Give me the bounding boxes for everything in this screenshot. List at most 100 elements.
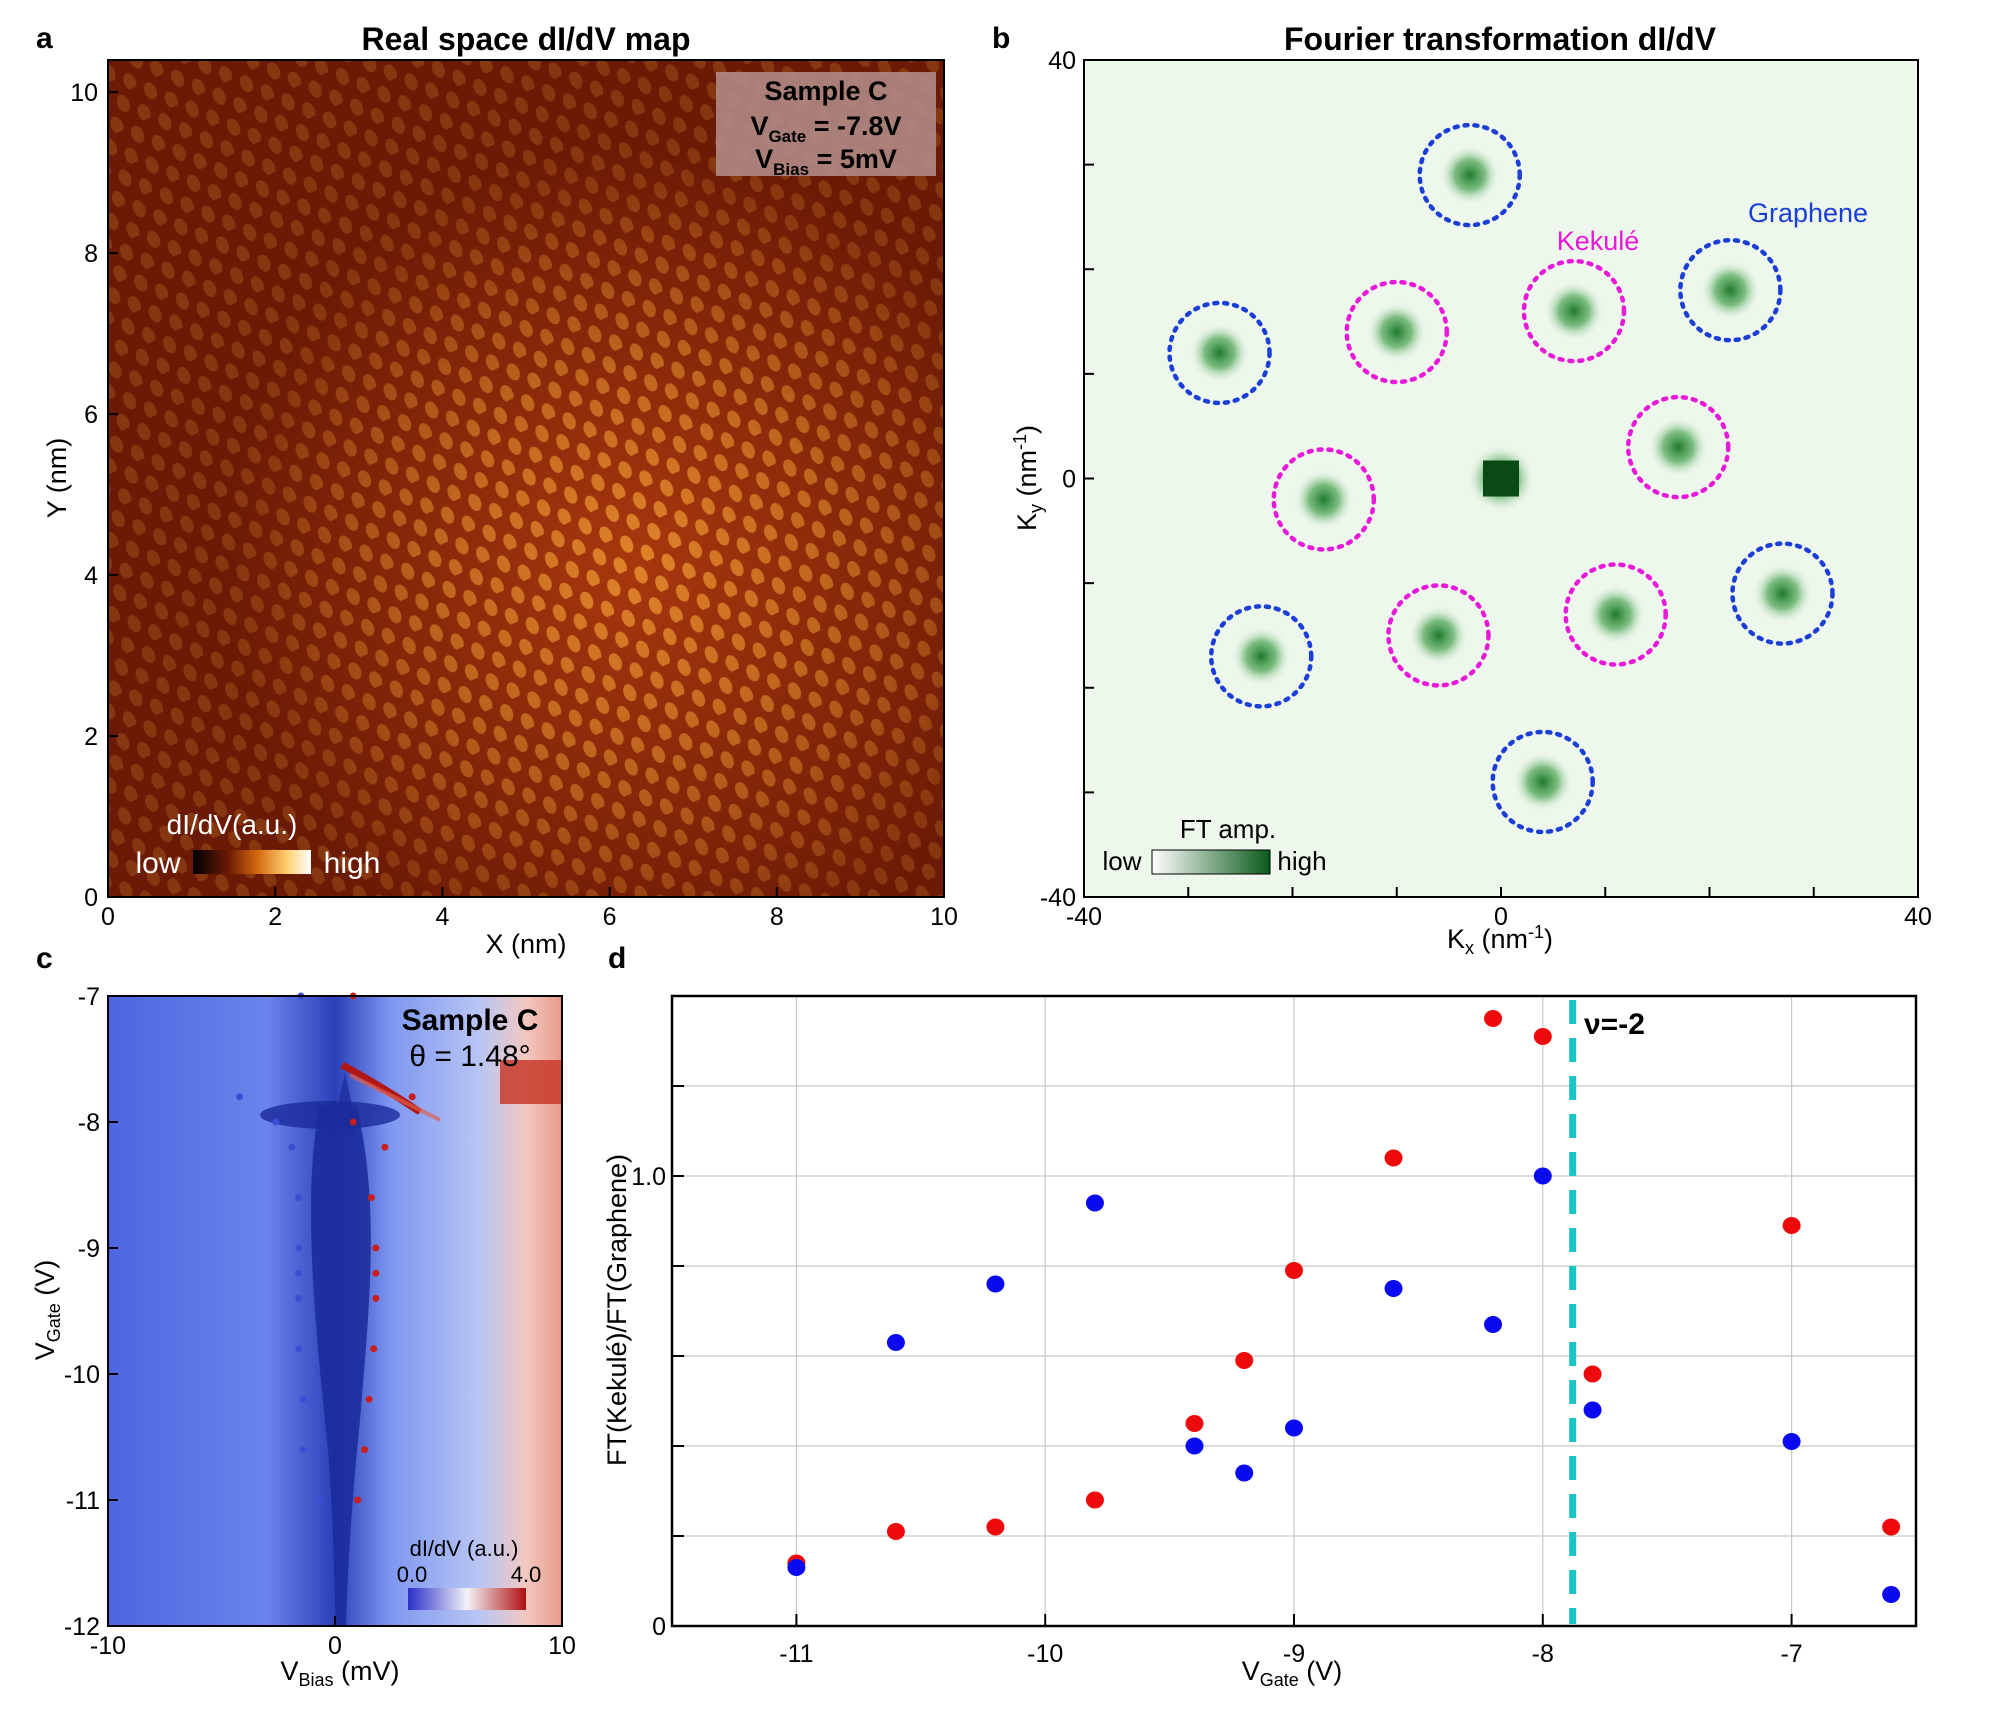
panel-d-blue-point <box>787 1559 806 1576</box>
panel-c-xtick-label: -10 <box>90 1632 126 1660</box>
panel-letter-b: b <box>992 22 1010 55</box>
panel-c-blue-dot <box>236 1093 244 1101</box>
panel-c-blue-dot <box>295 1294 303 1302</box>
panel-d-red-point <box>1235 1352 1254 1369</box>
panel-c-blue-dot <box>288 1143 296 1151</box>
panel-c-ytick-label: -11 <box>66 1487 100 1515</box>
panel-c-ytick-label: -12 <box>64 1613 100 1641</box>
panel-d-blue-point <box>1782 1433 1801 1450</box>
kekule-spot <box>1408 605 1469 666</box>
panel-a-ytick-label: 2 <box>84 723 98 751</box>
panel-d-red-point <box>1583 1365 1602 1383</box>
fft-spots <box>1189 145 1813 812</box>
colorbar-c-min: 0.0 <box>397 1562 428 1587</box>
center-spot <box>1483 460 1519 497</box>
panel-b-xtick-label: -40 <box>1066 903 1102 931</box>
graphene-spot <box>1752 563 1813 624</box>
panel-b-axes: -40 0 40 -40 0 40 <box>1040 47 1932 931</box>
panel-c-red-dot <box>367 1194 375 1202</box>
panel-d-red-point <box>1484 1010 1503 1027</box>
panel-c-blue-dot <box>272 1118 280 1126</box>
nu-label: ν=-2 <box>1584 1008 1645 1041</box>
panel-d-ytick-label: 1.0 <box>631 1163 666 1191</box>
panel-a-xtick-label: 2 <box>268 903 282 931</box>
panel-a-info-box: Sample C VGate = -7.8V VBias = 5mV <box>716 72 936 179</box>
panel-d-xtick-label: -9 <box>1283 1640 1305 1668</box>
panel-a-ytick-label: 10 <box>70 79 98 107</box>
graphene-spot <box>1512 751 1573 812</box>
panel-c-red-dot <box>381 1143 389 1151</box>
panel-d-blue-point <box>1484 1316 1503 1333</box>
graphene-circle <box>1730 541 1835 646</box>
panel-d-red-point <box>986 1518 1005 1536</box>
colorbar-c-title: dI/dV (a.u.) <box>410 1536 519 1561</box>
panel-c-ytick-label: -10 <box>64 1361 100 1389</box>
info-sample: Sample C <box>764 76 887 106</box>
panel-c-theta: θ = 1.48° <box>409 1040 530 1073</box>
kekule-circle <box>1625 394 1731 500</box>
panel-d-red-point <box>1285 1262 1303 1279</box>
panel-a-colorbar: dI/dV(a.u.) low high <box>135 809 380 880</box>
panel-a-xtick-label: 6 <box>603 903 617 931</box>
panel-d-points <box>787 1010 1901 1603</box>
kekule-circle <box>1344 279 1449 385</box>
panel-a-ylabel: Y (nm) <box>42 438 72 519</box>
panel-c-red-dot <box>372 1244 380 1252</box>
panel-c-red-dot <box>408 1093 416 1101</box>
kekule-spot <box>1543 281 1604 342</box>
panel-a-xlabel: X (nm) <box>486 929 567 959</box>
panel-d-xtick-label: -8 <box>1532 1640 1554 1668</box>
panel-c-red-dot <box>354 1496 362 1504</box>
panel-d-red-point <box>1085 1491 1104 1509</box>
graphene-circle <box>1167 300 1272 406</box>
panel-c-red-dot <box>365 1395 373 1403</box>
panel-d-ytick-label: 0 <box>652 1613 666 1641</box>
fft-circles <box>1167 122 1835 835</box>
panel-a-ytick-label: 4 <box>84 562 98 590</box>
kekule-label: Kekulé <box>1557 226 1640 256</box>
panel-c-red-dot <box>349 1118 357 1126</box>
kekule-circle <box>1563 562 1668 667</box>
panel-d-blue-point <box>1085 1194 1104 1212</box>
panel-d-xtick-label: -10 <box>1027 1640 1063 1668</box>
panel-a-xtick-label: 8 <box>770 903 784 931</box>
kekule-circle <box>1521 258 1627 364</box>
info-vgate: VGate = -7.8V <box>750 111 901 146</box>
panel-b-xtick-label: 0 <box>1494 903 1508 931</box>
colorbar-a-high: high <box>324 847 381 880</box>
graphene-spot <box>1231 626 1292 687</box>
panel-a-title: Real space dI/dV map <box>361 21 690 57</box>
panel-b-xtick-label: 40 <box>1904 903 1932 931</box>
panel-d-red-point <box>1384 1149 1403 1167</box>
panel-c-axes: -10 0 10 -7 -8 -9 -10 -11 -12 <box>64 983 576 1660</box>
graphene-circle <box>1490 729 1595 835</box>
panel-d-blue-point <box>1384 1280 1403 1297</box>
real-space-map <box>107 59 945 898</box>
panel-c-xlabel: VBias (mV) <box>280 1656 399 1690</box>
kekule-spot <box>1585 584 1646 645</box>
panel-a-ytick-label: 6 <box>84 401 98 429</box>
panel-c-red-dot <box>361 1446 369 1454</box>
panel-d-blue-point <box>1583 1401 1602 1419</box>
panel-c-blue-dot <box>295 1269 303 1277</box>
graphene-circle <box>1208 604 1314 709</box>
spectroscopy-map-features <box>260 1060 562 1626</box>
colorbar-b-low: low <box>1102 846 1141 876</box>
panel-d-xlabel: VGate (V) <box>1242 1656 1343 1690</box>
panel-d-blue-point <box>886 1334 905 1351</box>
graphene-label: Graphene <box>1748 198 1868 228</box>
panel-c: c Sample C θ = 1.48° dI/dV (a.u.) 0.0 4.… <box>30 942 576 1690</box>
panel-d-blue-point <box>986 1275 1005 1293</box>
panel-c-red-dot <box>370 1345 378 1353</box>
panel-a-xtick-label: 0 <box>101 903 115 931</box>
panel-d-red-point <box>1533 1028 1552 1045</box>
kekule-circle <box>1271 447 1377 552</box>
panel-c-blue-dot <box>299 1446 307 1454</box>
panel-c-blue-dot <box>295 1194 303 1202</box>
graphene-circle <box>1417 122 1522 228</box>
panel-c-ytick-label: -7 <box>78 983 100 1011</box>
graphene-spot <box>1700 260 1761 321</box>
panel-a-xtick-label: 4 <box>435 903 449 931</box>
panel-c-ylabel: VGate (V) <box>30 1260 64 1361</box>
